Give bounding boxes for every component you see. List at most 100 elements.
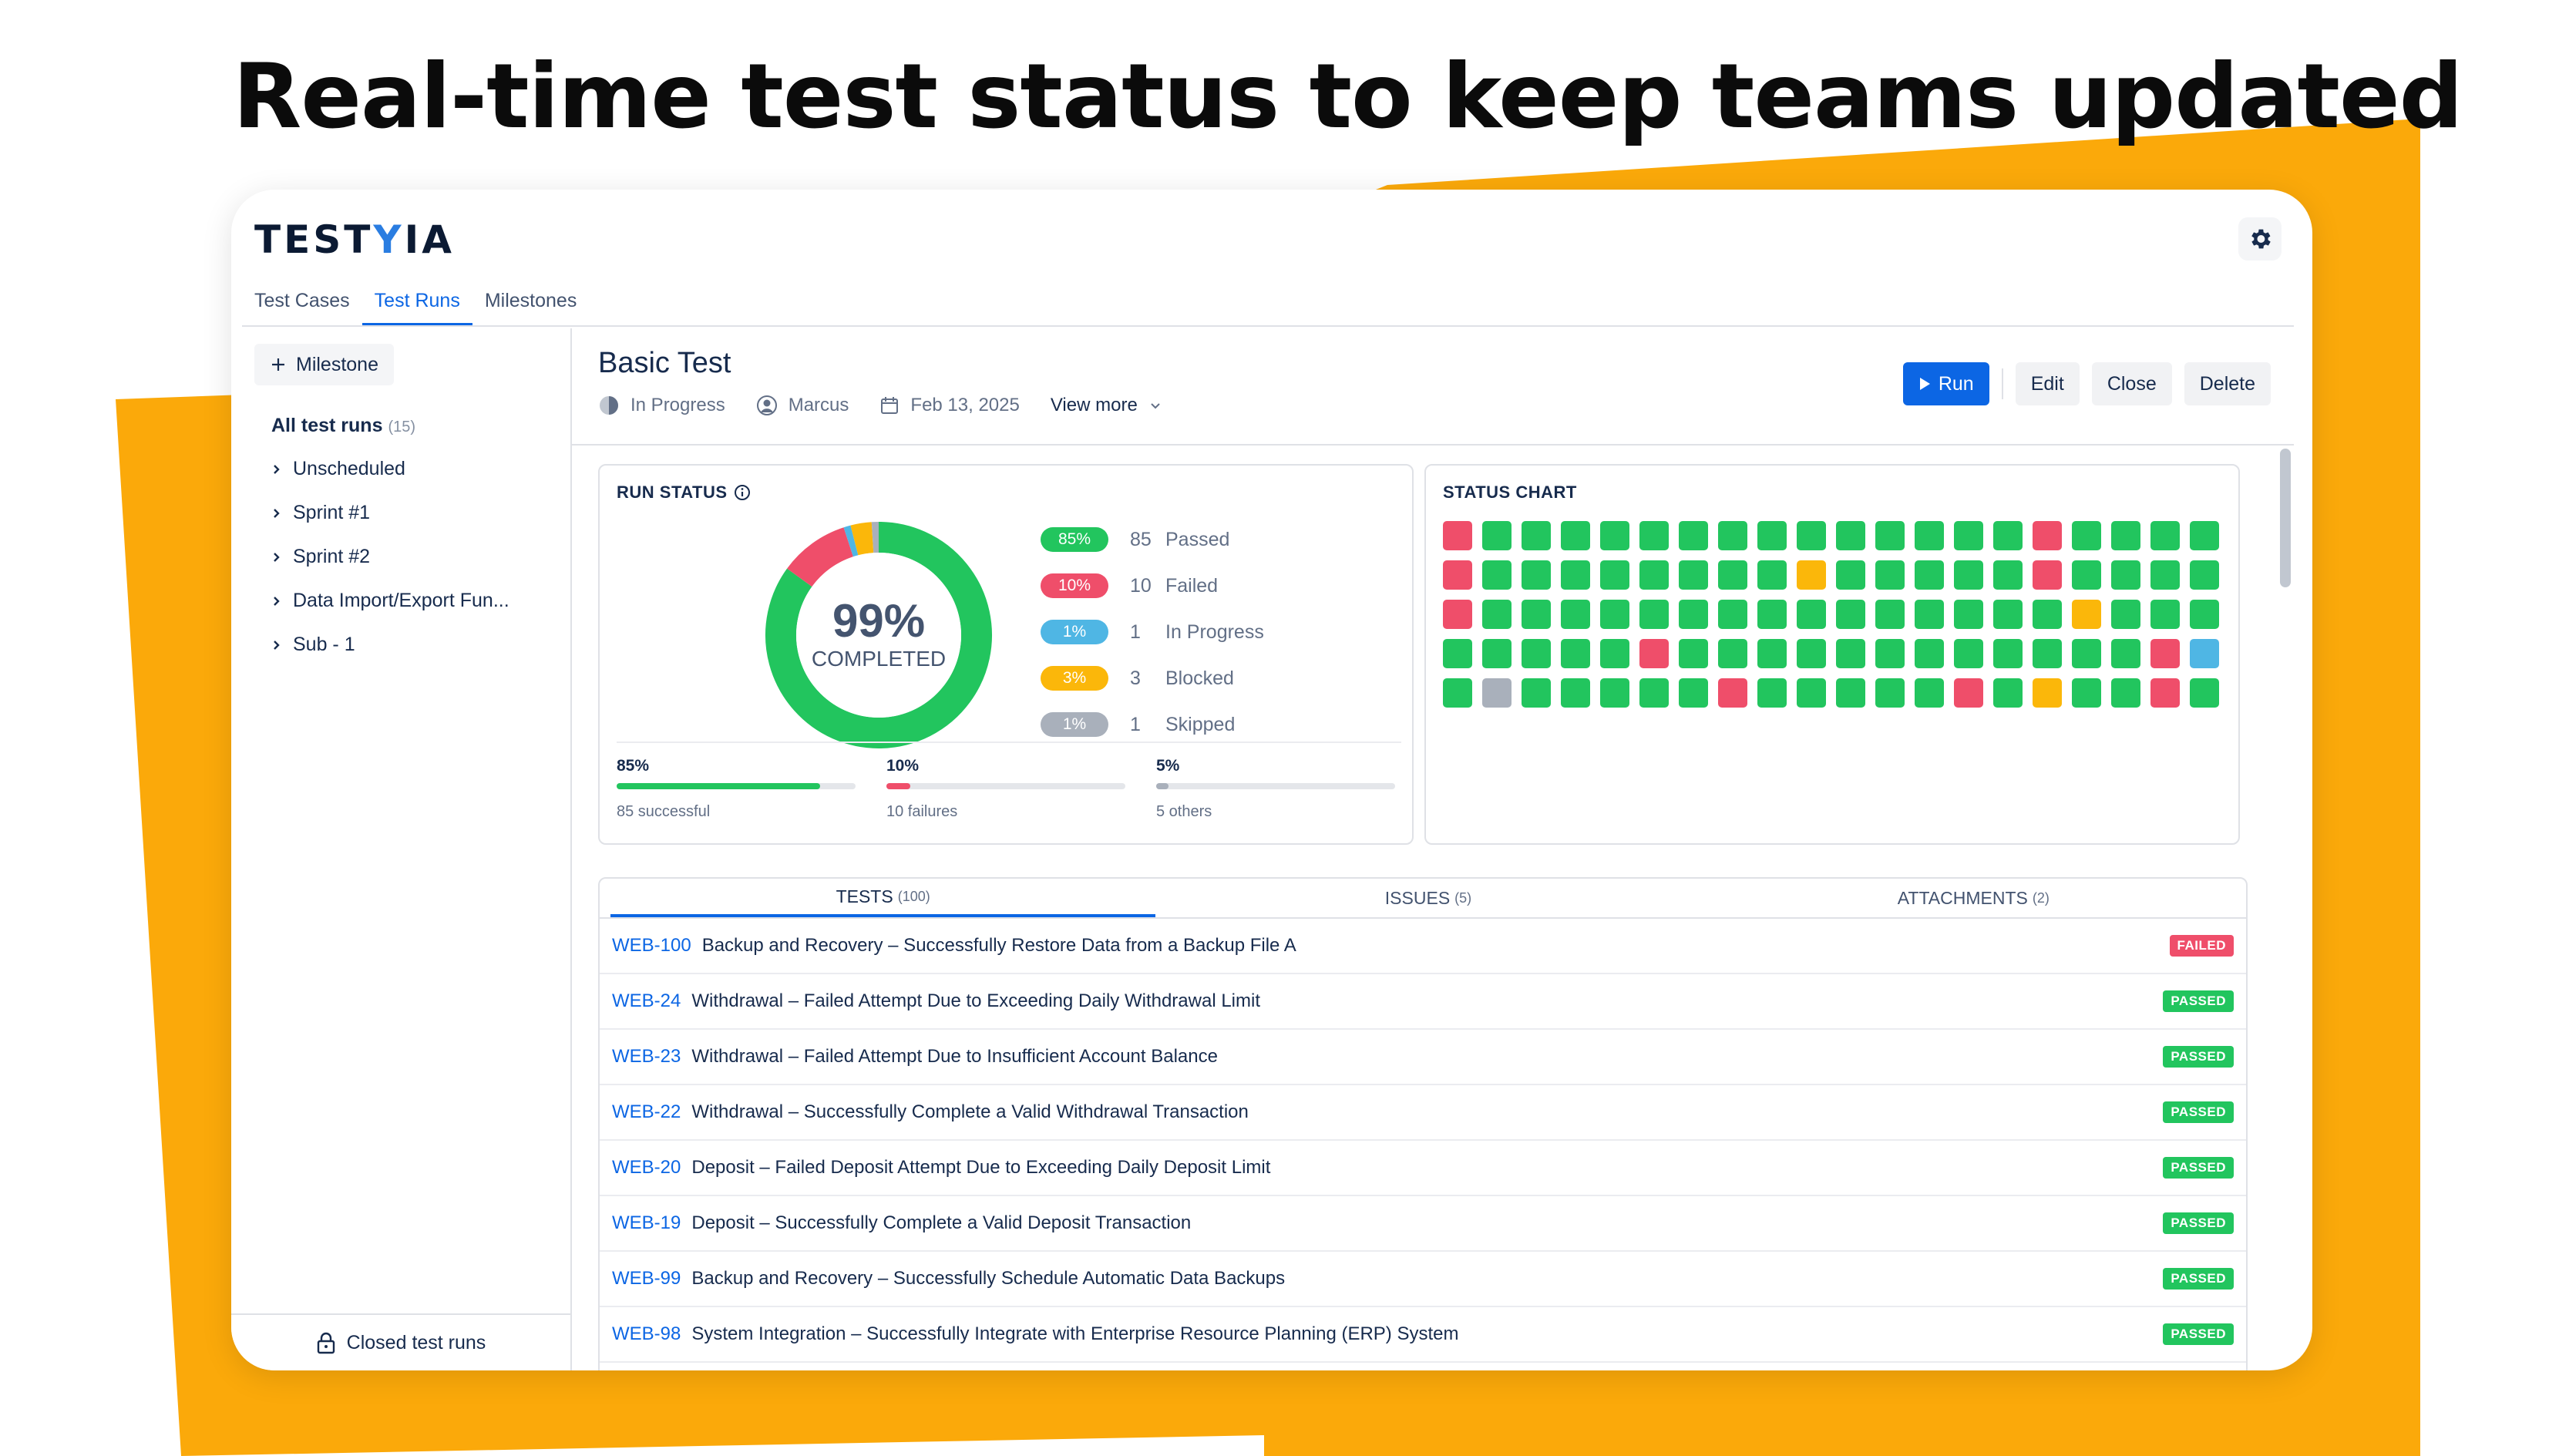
status-cell-passed[interactable] [1915, 600, 1944, 629]
status-cell-passed[interactable] [1875, 521, 1905, 550]
tab-test-cases[interactable]: Test Cases [254, 290, 350, 311]
status-cell-blocked[interactable] [2033, 678, 2062, 708]
status-cell-passed[interactable] [1522, 600, 1551, 629]
test-key[interactable]: WEB-19 [612, 1212, 681, 1233]
status-cell-passed[interactable] [1482, 639, 1512, 668]
table-row[interactable]: WEB-19 Deposit – Successfully Complete a … [600, 1196, 2246, 1252]
status-cell-passed[interactable] [1639, 600, 1669, 629]
status-cell-passed[interactable] [1522, 521, 1551, 550]
table-row[interactable]: WEB-20 Deposit – Failed Deposit Attempt D… [600, 1141, 2246, 1196]
status-cell-passed[interactable] [1836, 639, 1865, 668]
status-cell-passed[interactable] [1443, 639, 1472, 668]
status-cell-passed[interactable] [1915, 560, 1944, 590]
status-cell-in-progress[interactable] [2190, 639, 2219, 668]
status-cell-passed[interactable] [1757, 521, 1787, 550]
status-cell-passed[interactable] [2072, 560, 2101, 590]
status-cell-passed[interactable] [2190, 600, 2219, 629]
status-cell-passed[interactable] [1639, 521, 1669, 550]
status-cell-passed[interactable] [2111, 600, 2140, 629]
status-cell-passed[interactable] [1954, 560, 1983, 590]
status-cell-failed[interactable] [1718, 678, 1747, 708]
status-cell-passed[interactable] [1482, 521, 1512, 550]
status-cell-passed[interactable] [2033, 600, 2062, 629]
status-cell-passed[interactable] [1600, 678, 1629, 708]
status-cell-passed[interactable] [1679, 560, 1708, 590]
status-cell-passed[interactable] [1679, 639, 1708, 668]
tab-issues[interactable]: ISSUES (5) [1155, 879, 1700, 917]
status-cell-passed[interactable] [1875, 600, 1905, 629]
tab-attachments[interactable]: ATTACHMENTS (2) [1701, 879, 2246, 917]
status-cell-passed[interactable] [1993, 560, 2023, 590]
tab-tests[interactable]: TESTS (100) [610, 879, 1156, 917]
all-test-runs[interactable]: All test runs (15) [271, 415, 415, 437]
status-cell-passed[interactable] [1718, 521, 1747, 550]
status-cell-passed[interactable] [1875, 639, 1905, 668]
status-cell-passed[interactable] [1757, 560, 1787, 590]
status-cell-failed[interactable] [2150, 639, 2180, 668]
status-cell-blocked[interactable] [1797, 560, 1826, 590]
status-cell-passed[interactable] [1797, 678, 1826, 708]
test-key[interactable]: WEB-98 [612, 1323, 681, 1344]
closed-test-runs[interactable]: Closed test runs [231, 1313, 570, 1370]
sidebar-item-data-import-export[interactable]: Data Import/Export Fun... [271, 590, 509, 612]
status-cell-blocked[interactable] [2072, 600, 2101, 629]
status-cell-passed[interactable] [1797, 600, 1826, 629]
status-cell-passed[interactable] [1639, 560, 1669, 590]
status-cell-passed[interactable] [1875, 678, 1905, 708]
info-icon[interactable] [734, 484, 751, 501]
status-cell-passed[interactable] [2150, 521, 2180, 550]
status-cell-passed[interactable] [1561, 600, 1590, 629]
status-cell-passed[interactable] [1718, 560, 1747, 590]
status-cell-passed[interactable] [1797, 639, 1826, 668]
status-cell-passed[interactable] [1915, 678, 1944, 708]
status-cell-passed[interactable] [1954, 600, 1983, 629]
status-cell-passed[interactable] [1993, 521, 2023, 550]
run-button[interactable]: Run [1902, 362, 1989, 405]
status-cell-passed[interactable] [1915, 639, 1944, 668]
status-cell-passed[interactable] [1875, 560, 1905, 590]
test-key[interactable]: WEB-100 [612, 935, 691, 956]
status-cell-passed[interactable] [2111, 639, 2140, 668]
status-cell-passed[interactable] [1639, 678, 1669, 708]
status-cell-failed[interactable] [2033, 521, 2062, 550]
status-cell-passed[interactable] [1561, 521, 1590, 550]
status-cell-passed[interactable] [2111, 678, 2140, 708]
status-cell-passed[interactable] [2190, 560, 2219, 590]
table-row[interactable]: WEB-98 System Integration – Successfully … [600, 1307, 2246, 1363]
status-cell-passed[interactable] [1993, 678, 2023, 708]
status-cell-passed[interactable] [1561, 678, 1590, 708]
table-row[interactable]: WEB-99 Backup and Recovery – Successfully… [600, 1252, 2246, 1307]
status-cell-passed[interactable] [1600, 639, 1629, 668]
table-row[interactable]: WEB-100 Backup and Recovery – Successfull… [600, 919, 2246, 974]
view-more-link[interactable]: View more [1050, 395, 1138, 415]
status-cell-failed[interactable] [1443, 521, 1472, 550]
table-row[interactable]: WEB-22 Withdrawal – Successfully Complete… [600, 1085, 2246, 1141]
tab-test-runs[interactable]: Test Runs [361, 290, 472, 326]
status-cell-passed[interactable] [1561, 560, 1590, 590]
chevron-down-icon[interactable] [1148, 398, 1162, 412]
status-cell-passed[interactable] [1757, 678, 1787, 708]
status-cell-passed[interactable] [2072, 639, 2101, 668]
status-cell-passed[interactable] [2072, 678, 2101, 708]
test-key[interactable]: WEB-22 [612, 1101, 681, 1122]
status-cell-passed[interactable] [2150, 600, 2180, 629]
status-cell-passed[interactable] [1954, 521, 1983, 550]
status-cell-passed[interactable] [1718, 600, 1747, 629]
test-key[interactable]: WEB-99 [612, 1268, 681, 1289]
status-cell-passed[interactable] [1836, 678, 1865, 708]
status-cell-failed[interactable] [1954, 678, 1983, 708]
status-cell-passed[interactable] [1443, 678, 1472, 708]
table-row[interactable]: WEB-23 Withdrawal – Failed Attempt Due to… [600, 1030, 2246, 1085]
status-cell-passed[interactable] [1679, 600, 1708, 629]
status-cell-passed[interactable] [1522, 639, 1551, 668]
test-key[interactable]: WEB-24 [612, 990, 681, 1011]
status-cell-passed[interactable] [1993, 639, 2023, 668]
status-cell-passed[interactable] [1679, 678, 1708, 708]
status-cell-passed[interactable] [1757, 600, 1787, 629]
status-cell-failed[interactable] [1443, 600, 1472, 629]
status-cell-failed[interactable] [2033, 560, 2062, 590]
sidebar-item-sprint-2[interactable]: Sprint #2 [271, 546, 370, 568]
status-cell-passed[interactable] [1600, 560, 1629, 590]
test-key[interactable]: WEB-23 [612, 1046, 681, 1067]
status-cell-failed[interactable] [1443, 560, 1472, 590]
